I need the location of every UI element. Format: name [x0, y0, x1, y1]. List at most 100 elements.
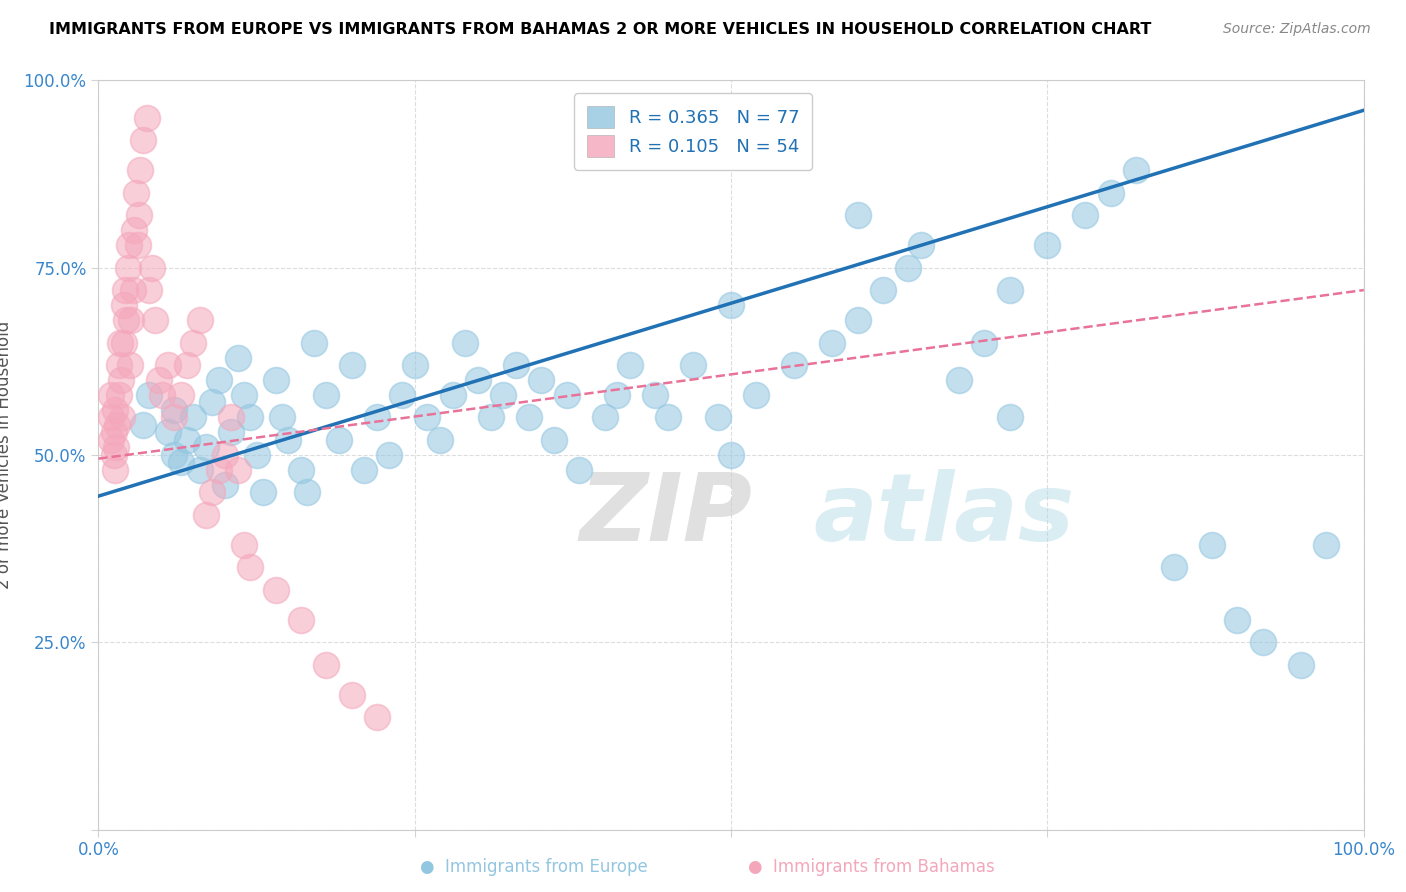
- Point: [157, 425, 180, 440]
- Point: [872, 283, 894, 297]
- Point: [233, 538, 256, 552]
- Point: [264, 373, 287, 387]
- Point: [117, 260, 139, 275]
- Point: [720, 298, 742, 312]
- Point: [226, 463, 249, 477]
- Point: [141, 260, 163, 275]
- Point: [353, 463, 375, 477]
- Point: [821, 335, 844, 350]
- Point: [105, 441, 128, 455]
- Point: [108, 335, 131, 350]
- Point: [214, 478, 236, 492]
- Point: [429, 433, 451, 447]
- Point: [910, 238, 932, 252]
- Point: [1125, 163, 1147, 178]
- Point: [1036, 238, 1059, 252]
- Point: [720, 448, 742, 462]
- Point: [163, 448, 186, 462]
- Point: [378, 448, 401, 462]
- Point: [128, 208, 150, 222]
- Point: [135, 111, 157, 125]
- Point: [998, 283, 1021, 297]
- Point: [682, 358, 704, 372]
- Point: [252, 485, 274, 500]
- Point: [176, 433, 198, 447]
- Point: [948, 373, 970, 387]
- Point: [208, 373, 231, 387]
- Point: [148, 373, 170, 387]
- Point: [145, 313, 166, 327]
- Point: [264, 582, 287, 597]
- Point: [290, 463, 312, 477]
- Point: [138, 283, 160, 297]
- Point: [157, 358, 180, 372]
- Point: [366, 410, 388, 425]
- Point: [111, 410, 134, 425]
- Point: [340, 358, 363, 372]
- Point: [138, 388, 160, 402]
- Point: [270, 410, 294, 425]
- Point: [118, 238, 141, 252]
- Point: [219, 425, 243, 440]
- Point: [104, 463, 127, 477]
- Point: [169, 388, 191, 402]
- Text: atlas: atlas: [813, 469, 1074, 561]
- Point: [517, 410, 540, 425]
- Text: Source: ZipAtlas.com: Source: ZipAtlas.com: [1223, 22, 1371, 37]
- Point: [104, 403, 127, 417]
- Point: [120, 358, 141, 372]
- Point: [1201, 538, 1223, 552]
- Point: [188, 463, 211, 477]
- Text: ZIP: ZIP: [579, 469, 752, 561]
- Point: [107, 388, 129, 402]
- Point: [897, 260, 920, 275]
- Point: [391, 388, 413, 402]
- Point: [115, 313, 138, 327]
- Point: [194, 508, 218, 522]
- Point: [120, 313, 142, 327]
- Point: [107, 358, 129, 372]
- Point: [129, 163, 152, 178]
- Point: [1251, 635, 1274, 649]
- Point: [846, 313, 869, 327]
- Point: [479, 410, 502, 425]
- Point: [619, 358, 641, 372]
- Text: IMMIGRANTS FROM EUROPE VS IMMIGRANTS FROM BAHAMAS 2 OR MORE VEHICLES IN HOUSEHOL: IMMIGRANTS FROM EUROPE VS IMMIGRANTS FRO…: [49, 22, 1152, 37]
- Point: [121, 283, 143, 297]
- Point: [176, 358, 198, 372]
- Point: [707, 410, 730, 425]
- Point: [214, 448, 236, 462]
- Point: [998, 410, 1021, 425]
- Point: [404, 358, 426, 372]
- Point: [112, 298, 135, 312]
- Point: [644, 388, 666, 402]
- Point: [112, 335, 135, 350]
- Point: [208, 463, 231, 477]
- Point: [194, 441, 218, 455]
- Point: [530, 373, 553, 387]
- Point: [846, 208, 869, 222]
- Point: [132, 417, 155, 432]
- Point: [110, 373, 132, 387]
- Point: [132, 133, 155, 147]
- Point: [543, 433, 565, 447]
- Point: [183, 410, 205, 425]
- Point: [233, 388, 256, 402]
- Point: [340, 688, 363, 702]
- Point: [246, 448, 269, 462]
- Point: [239, 560, 262, 574]
- Point: [163, 403, 186, 417]
- Point: [122, 223, 145, 237]
- Point: [107, 417, 129, 432]
- Point: [593, 410, 616, 425]
- Point: [114, 283, 136, 297]
- Point: [302, 335, 325, 350]
- Point: [219, 410, 243, 425]
- Point: [188, 313, 211, 327]
- Point: [973, 335, 995, 350]
- Point: [277, 433, 299, 447]
- Point: [1226, 613, 1249, 627]
- Y-axis label: 2 or more Vehicles in Household: 2 or more Vehicles in Household: [0, 321, 13, 589]
- Point: [745, 388, 768, 402]
- Point: [226, 351, 249, 365]
